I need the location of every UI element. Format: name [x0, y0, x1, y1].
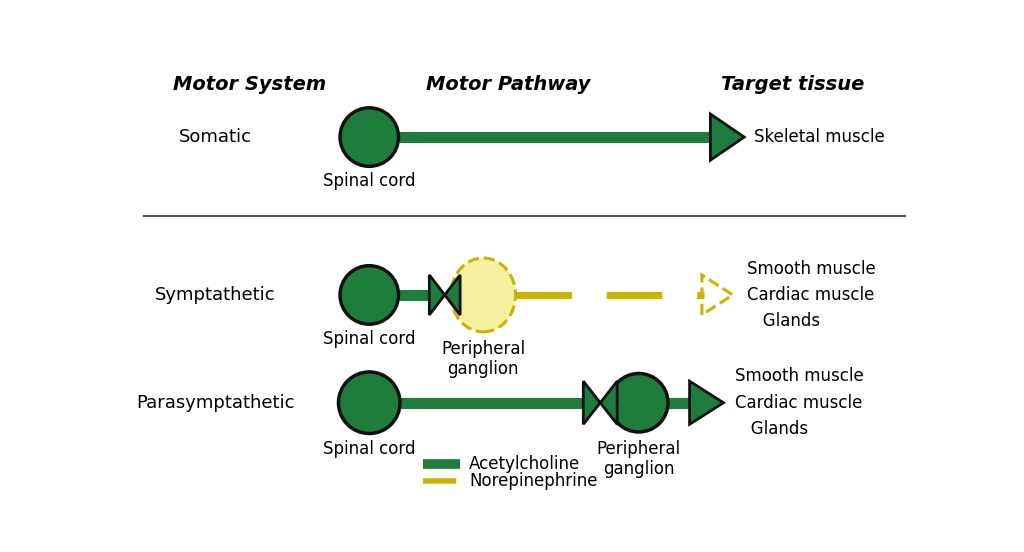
- Text: Smooth muscle
Cardiac muscle
   Glands: Smooth muscle Cardiac muscle Glands: [735, 367, 864, 438]
- Text: Smooth muscle
Cardiac muscle
   Glands: Smooth muscle Cardiac muscle Glands: [746, 259, 876, 330]
- Text: Spinal cord: Spinal cord: [323, 330, 416, 348]
- Polygon shape: [711, 114, 744, 160]
- Circle shape: [340, 266, 398, 324]
- Polygon shape: [600, 381, 617, 424]
- Circle shape: [339, 372, 400, 433]
- Text: Peripheral
ganglion: Peripheral ganglion: [441, 339, 525, 378]
- Polygon shape: [429, 275, 444, 315]
- Text: Norepinephrine: Norepinephrine: [469, 473, 598, 490]
- Text: Motor Pathway: Motor Pathway: [426, 76, 590, 94]
- Text: Skeletal muscle: Skeletal muscle: [755, 128, 885, 146]
- Text: Somatic: Somatic: [179, 128, 252, 146]
- Text: Spinal cord: Spinal cord: [323, 172, 416, 190]
- Polygon shape: [444, 275, 460, 315]
- Text: Acetylcholine: Acetylcholine: [469, 455, 581, 473]
- Text: Symptathetic: Symptathetic: [155, 286, 275, 304]
- Text: Motor System: Motor System: [173, 76, 327, 94]
- Polygon shape: [689, 381, 724, 424]
- Text: Target tissue: Target tissue: [721, 76, 864, 94]
- Polygon shape: [584, 381, 600, 424]
- Ellipse shape: [451, 258, 515, 332]
- Text: Parasymptathetic: Parasymptathetic: [136, 394, 295, 412]
- Text: Peripheral
ganglion: Peripheral ganglion: [597, 440, 681, 479]
- Text: Spinal cord: Spinal cord: [323, 440, 416, 458]
- Circle shape: [340, 108, 398, 166]
- Circle shape: [609, 374, 668, 432]
